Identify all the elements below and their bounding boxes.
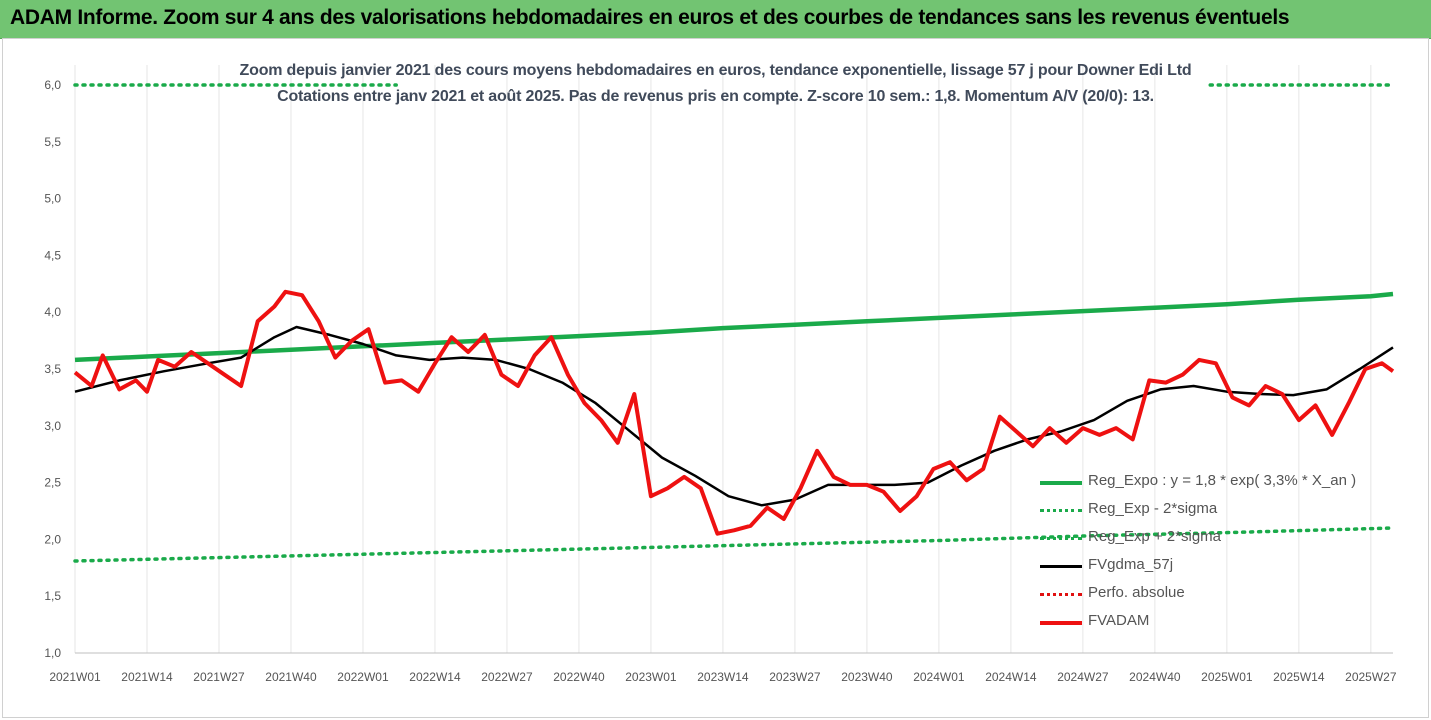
y-axis: 1,0 1,5 2,0 2,5 3,0 3,5 4,0 4,5 5,0 5,5 6,0 (44, 78, 61, 660)
chart-frame (2, 38, 1429, 718)
series-line-3 (74, 325, 1394, 507)
y-tick-label: 1,5 (44, 589, 61, 603)
legend-swatch (1040, 481, 1082, 485)
y-tick-label: 3,5 (44, 362, 61, 376)
x-tick-label: 2021W40 (265, 670, 317, 684)
legend-label: Reg_Expo : y = 1,8 * exp( 3,3% * X_an ) (1088, 472, 1357, 489)
legend-swatch (1040, 509, 1082, 512)
x-tick-label: 2021W14 (121, 670, 173, 684)
y-tick-label: 5,0 (44, 192, 61, 206)
x-tick-label: 2022W27 (481, 670, 533, 684)
legend-swatch (1040, 537, 1082, 540)
legend-item: Reg_Exp - 2*sigma (1040, 496, 1380, 524)
x-tick-label: 2021W01 (49, 670, 101, 684)
banner-title: ADAM Informe. Zoom sur 4 ans des valoris… (10, 6, 1290, 29)
x-tick-label: 2023W14 (697, 670, 749, 684)
legend-item: Reg_Exp + 2*sigma (1040, 524, 1380, 552)
legend-label: Perfo. absolue (1088, 584, 1185, 601)
y-tick-label: 2,0 (44, 532, 61, 546)
legend-item: FVADAM (1040, 608, 1380, 636)
legend-swatch (1040, 621, 1082, 625)
y-tick-label: 5,5 (44, 135, 61, 149)
x-tick-label: 2024W27 (1057, 670, 1109, 684)
x-tick-label: 2023W01 (625, 670, 677, 684)
legend-item: Reg_Expo : y = 1,8 * exp( 3,3% * X_an ) (1040, 468, 1380, 496)
chart-title: Zoom depuis janvier 2021 des cours moyen… (239, 62, 1192, 79)
y-tick-label: 6,0 (44, 78, 61, 92)
x-tick-label: 2025W01 (1201, 670, 1253, 684)
x-tick-label: 2023W27 (769, 670, 821, 684)
y-tick-label: 4,0 (44, 305, 61, 319)
y-tick-label: 3,0 (44, 419, 61, 433)
x-tick-label: 2025W27 (1345, 670, 1397, 684)
chart-titles: Zoom depuis janvier 2021 des cours moyen… (0, 58, 1431, 110)
x-tick-label: 2024W01 (913, 670, 965, 684)
x-tick-label: 2024W14 (985, 670, 1037, 684)
legend-item: Perfo. absolue (1040, 580, 1380, 608)
legend-label: Reg_Exp + 2*sigma (1088, 528, 1221, 545)
legend-label: FVgdma_57j (1088, 556, 1174, 573)
y-tick-label: 2,5 (44, 476, 61, 490)
y-tick-label: 1,0 (44, 646, 61, 660)
legend-item: FVgdma_57j (1040, 552, 1380, 580)
x-tick-label: 2022W01 (337, 670, 389, 684)
chart-legend: Reg_Expo : y = 1,8 * exp( 3,3% * X_an ) R… (1040, 468, 1380, 636)
x-tick-label: 2022W14 (409, 670, 461, 684)
series-line-0 (74, 291, 1394, 363)
x-tick-label: 2023W40 (841, 670, 893, 684)
series-line-5 (73, 289, 1395, 536)
x-tick-label: 2022W40 (553, 670, 605, 684)
legend-swatch (1040, 593, 1082, 596)
legend-swatch (1040, 565, 1082, 568)
legend-label: FVADAM (1088, 612, 1150, 629)
legend-label: Reg_Exp - 2*sigma (1088, 500, 1218, 517)
x-tick-label: 2024W40 (1129, 670, 1181, 684)
x-tick-label: 2025W14 (1273, 670, 1325, 684)
series-group (73, 83, 1395, 563)
series-line-1 (73, 526, 1395, 563)
y-tick-label: 4,5 (44, 248, 61, 262)
chart-subtitle: Cotations entre janv 2021 et août 2025. … (277, 88, 1154, 105)
x-axis: 2021W01 2021W14 2021W27 2021W40 2022W01 2022W… (49, 652, 1397, 684)
report-banner: ADAM Informe. Zoom sur 4 ans des valoris… (0, 0, 1431, 39)
x-tick-label: 2021W27 (193, 670, 245, 684)
